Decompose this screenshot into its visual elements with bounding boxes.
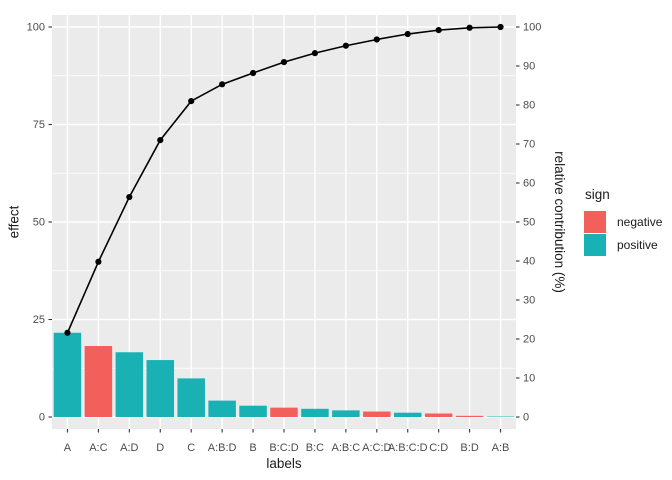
- x-axis-tick-label: D: [156, 442, 164, 454]
- y2-axis-tick-label: 0: [523, 412, 529, 424]
- bar-C:D: [424, 413, 453, 417]
- bar-A:C: [84, 346, 113, 417]
- cumulative-point-B:C: [311, 50, 319, 57]
- x-axis-tick-label: A:B: [492, 442, 510, 454]
- cumulative-point-A:B:C:D: [404, 30, 411, 38]
- bar-A:B:C:D: [393, 412, 422, 417]
- y-axis-tick-label: 0: [39, 412, 45, 424]
- legend-label: negative: [617, 215, 663, 230]
- y2-axis-tick-label: 30: [523, 295, 535, 307]
- x-axis-tick-label: B:C:D: [269, 442, 298, 454]
- x-axis-tick-label: B: [249, 442, 256, 454]
- cumulative-point-A:B:D: [219, 81, 226, 88]
- bar-A:B:D: [208, 400, 236, 417]
- bar-A:D: [115, 352, 144, 417]
- y2-axis-tick-label: 20: [523, 334, 535, 346]
- y-axis-tick-label: 75: [33, 119, 45, 131]
- cumulative-point-C: [188, 98, 195, 105]
- y2-axis-tick-label: 80: [523, 100, 535, 112]
- cumulative-point-B:D: [466, 24, 473, 31]
- x-axis-tick-label: A:C:D: [362, 442, 391, 454]
- legend-swatch-negative: [584, 211, 606, 234]
- x-axis-tick-label: A:B:D: [208, 442, 237, 454]
- bar-A:B: [486, 416, 515, 417]
- y-axis-tick-label: 50: [33, 217, 45, 229]
- y2-axis-title: relative contribution (%): [551, 151, 567, 293]
- x-axis-tick-label: A:B:C: [331, 442, 360, 454]
- cumulative-point-A: [64, 329, 71, 336]
- bar-B:D: [455, 415, 484, 417]
- y-axis-tick-label: 25: [33, 314, 45, 326]
- y2-axis-tick-label: 40: [523, 256, 535, 268]
- y2-axis-tick-label: 10: [523, 373, 535, 385]
- legend-item-positive: positive: [584, 233, 662, 257]
- cumulative-point-D: [157, 137, 164, 144]
- bar-A: [53, 332, 82, 417]
- y-axis-tick-label: 100: [27, 22, 45, 34]
- y-axis-title: effect: [6, 205, 22, 239]
- legend-title: sign: [585, 187, 610, 202]
- cumulative-point-C:D: [435, 27, 442, 34]
- cumulative-point-A:B: [497, 23, 504, 31]
- cumulative-point-A:D: [126, 193, 133, 201]
- cumulative-point-B:C:D: [280, 59, 288, 66]
- bar-A:B:C: [332, 410, 360, 417]
- bar-C: [177, 378, 205, 417]
- cumulative-point-A:C:D: [373, 36, 380, 43]
- legend: sign negative positive: [584, 187, 662, 256]
- x-axis-tick-label: C:D: [429, 442, 448, 454]
- bar-B:C:D: [270, 407, 298, 417]
- x-axis-tick-label: C: [187, 442, 195, 454]
- x-axis-tick-label: B:D: [460, 442, 478, 454]
- bar-A:C:D: [363, 411, 391, 417]
- y2-axis-tick-label: 100: [523, 22, 541, 34]
- legend-item-negative: negative: [584, 211, 662, 234]
- cumulative-point-A:C: [95, 258, 102, 265]
- bar-D: [146, 360, 175, 417]
- x-axis-tick-label: B:C: [306, 442, 324, 454]
- x-axis-tick-label: A:C: [89, 442, 107, 454]
- cumulative-point-A:B:C: [342, 42, 349, 49]
- x-axis-title: labels: [266, 456, 302, 471]
- legend-swatch-positive: [584, 233, 606, 256]
- bar-B:C: [301, 408, 329, 417]
- cumulative-point-B: [249, 69, 257, 77]
- y2-axis-tick-label: 90: [523, 61, 535, 73]
- x-axis-tick-label: A:B:C:D: [388, 442, 428, 454]
- y2-axis-tick-label: 50: [523, 217, 535, 229]
- x-axis-tick-label: A: [64, 442, 72, 454]
- bar-B: [239, 405, 267, 417]
- legend-items: negative positive: [584, 211, 662, 256]
- y2-axis-tick-label: 70: [523, 139, 535, 151]
- legend-label: positive: [617, 237, 658, 252]
- x-axis-tick-label: A:D: [120, 442, 138, 454]
- y2-axis-tick-label: 60: [523, 178, 535, 190]
